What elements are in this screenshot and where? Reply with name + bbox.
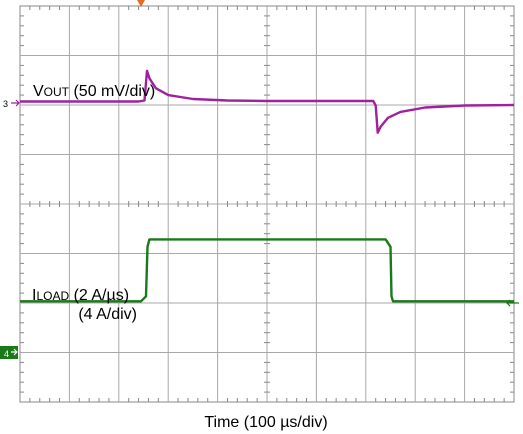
traces-layer	[20, 69, 515, 303]
ch3-arrow-icon	[11, 99, 20, 107]
graticule	[19, 5, 515, 403]
ch4-right-indicator-icon	[506, 299, 519, 307]
ch3-ground-marker: 3	[3, 99, 20, 109]
ch4-arrow-icon	[11, 348, 18, 356]
ch4-ground-marker: 4	[0, 346, 18, 359]
iload-label: ILOAD (2 A/µs)	[32, 287, 129, 304]
trace-ch3	[20, 69, 515, 134]
x-axis-label: Time (100 µs/div)	[204, 414, 327, 431]
iload-scale-label: (4 A/div)	[78, 306, 137, 323]
trigger-marker-icon	[137, 0, 145, 7]
ch4-marker-label: 4	[4, 349, 9, 359]
vout-label: VOUT (50 mV/div)	[33, 83, 155, 100]
ch4-marker-box	[0, 346, 18, 359]
trace-ch4	[20, 238, 514, 303]
ch3-marker-label: 3	[3, 99, 8, 109]
